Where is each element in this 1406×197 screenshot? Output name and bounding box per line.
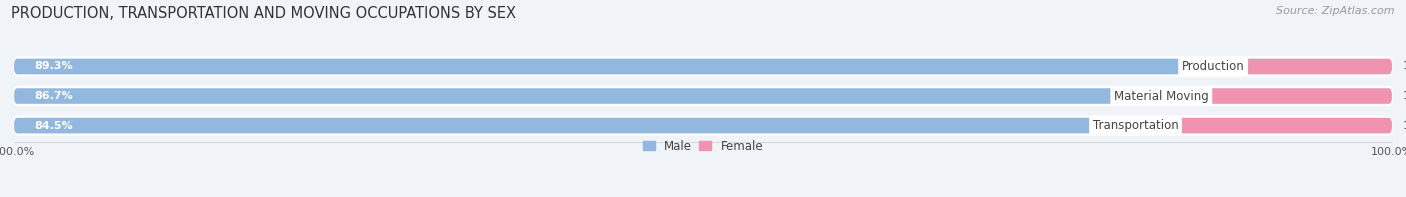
FancyBboxPatch shape [14, 88, 1209, 104]
FancyBboxPatch shape [14, 116, 1392, 135]
Text: 89.3%: 89.3% [35, 61, 73, 72]
Legend: Male, Female: Male, Female [643, 140, 763, 153]
Text: Transportation: Transportation [1092, 119, 1178, 132]
FancyBboxPatch shape [1244, 59, 1392, 74]
FancyBboxPatch shape [14, 118, 1178, 133]
FancyBboxPatch shape [14, 59, 1244, 74]
FancyBboxPatch shape [1209, 88, 1392, 104]
Text: PRODUCTION, TRANSPORTATION AND MOVING OCCUPATIONS BY SEX: PRODUCTION, TRANSPORTATION AND MOVING OC… [11, 6, 516, 21]
FancyBboxPatch shape [14, 87, 1392, 105]
FancyBboxPatch shape [1178, 118, 1392, 133]
Text: 15.5%: 15.5% [1403, 121, 1406, 131]
FancyBboxPatch shape [14, 57, 1392, 76]
Text: Source: ZipAtlas.com: Source: ZipAtlas.com [1277, 6, 1395, 16]
Text: Material Moving: Material Moving [1114, 90, 1209, 102]
Text: 10.7%: 10.7% [1403, 61, 1406, 72]
Text: 13.3%: 13.3% [1403, 91, 1406, 101]
Text: Production: Production [1182, 60, 1244, 73]
Text: 84.5%: 84.5% [35, 121, 73, 131]
Text: 86.7%: 86.7% [35, 91, 73, 101]
